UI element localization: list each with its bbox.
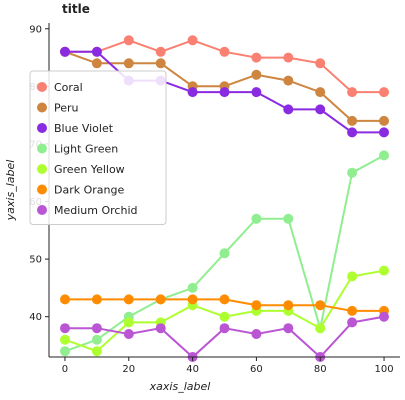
x-tick-label: 60	[250, 364, 263, 375]
series-medium-orchid	[60, 311, 389, 362]
point-peru-30	[155, 58, 166, 69]
legend-box	[29, 70, 167, 225]
legend-swatch-peru	[37, 102, 47, 113]
point-blue-violet-100	[379, 127, 389, 138]
x-axis-title: xaxis_label	[149, 380, 211, 393]
point-dark-orange-30	[155, 294, 166, 305]
point-coral-70	[283, 52, 294, 63]
legend-swatch-light-green	[37, 143, 47, 154]
chart-title: title	[62, 2, 90, 16]
point-dark-orange-70	[283, 300, 294, 311]
point-medium-orchid-90	[347, 317, 358, 328]
series-dark-orange	[60, 294, 389, 316]
point-medium-orchid-100	[379, 311, 389, 322]
point-dark-orange-40	[187, 294, 198, 305]
point-blue-violet-0	[60, 46, 70, 57]
point-coral-90	[347, 87, 358, 98]
legend-label-green-yellow: Green Yellow	[54, 163, 125, 176]
point-coral-50	[219, 46, 230, 57]
point-peru-100	[379, 115, 389, 126]
legend-label-dark-orange: Dark Orange	[54, 184, 124, 197]
point-medium-orchid-10	[91, 323, 102, 334]
point-peru-80	[315, 87, 326, 98]
x-tick-label: 40	[186, 364, 199, 375]
point-dark-orange-90	[347, 305, 358, 316]
legend-label-light-green: Light Green	[54, 143, 118, 156]
point-peru-90	[347, 115, 358, 126]
point-green-yellow-100	[379, 265, 389, 276]
y-tick-label: 50	[29, 255, 42, 266]
legend-label-peru: Peru	[54, 102, 79, 115]
legend-swatch-coral	[37, 82, 47, 92]
legend-label-coral: Coral	[54, 81, 83, 94]
point-green-yellow-50	[219, 311, 230, 322]
point-dark-orange-50	[219, 294, 230, 305]
point-dark-orange-80	[315, 300, 326, 311]
point-peru-70	[283, 75, 294, 86]
legend-swatch-blue-violet	[37, 123, 47, 133]
point-peru-10	[91, 58, 102, 69]
point-green-yellow-90	[347, 271, 358, 282]
point-medium-orchid-70	[283, 323, 294, 334]
point-coral-100	[379, 87, 389, 98]
point-light-green-90	[347, 167, 358, 178]
point-green-yellow-80	[315, 323, 326, 334]
point-coral-20	[123, 35, 134, 46]
point-dark-orange-60	[251, 300, 262, 311]
x-tick-label: 100	[374, 364, 393, 375]
point-blue-violet-40	[187, 87, 198, 98]
point-light-green-10	[91, 334, 102, 345]
point-blue-violet-50	[219, 87, 230, 98]
y-tick-label: 40	[29, 312, 42, 323]
point-light-green-100	[379, 150, 389, 161]
y-axis-title: yaxis_label	[4, 160, 17, 222]
point-blue-violet-10	[91, 46, 102, 57]
legend-swatch-green-yellow	[37, 164, 47, 174]
point-dark-orange-10	[91, 294, 102, 305]
legend: Coral Peru Blue Violet Light Green Green Yel…	[29, 70, 167, 225]
point-medium-orchid-50	[219, 323, 230, 334]
series-coral	[60, 35, 389, 98]
legend-swatch-dark-orange	[37, 184, 47, 195]
point-peru-20	[123, 58, 134, 69]
point-coral-80	[315, 58, 326, 69]
point-coral-60	[251, 52, 262, 63]
point-green-yellow-20	[123, 317, 134, 328]
point-blue-violet-60	[251, 87, 262, 98]
point-blue-violet-80	[315, 104, 326, 115]
point-coral-40	[187, 35, 198, 46]
point-light-green-60	[251, 213, 262, 224]
y-tick-label: 90	[29, 24, 42, 35]
x-tick-label: 0	[62, 364, 68, 375]
legend-label-medium-orchid: Medium Orchid	[54, 204, 137, 217]
point-light-green-0	[60, 346, 70, 357]
legend-label-blue-violet: Blue Violet	[54, 122, 114, 135]
point-medium-orchid-60	[251, 329, 262, 339]
point-light-green-50	[219, 248, 230, 259]
point-medium-orchid-0	[60, 323, 70, 334]
point-light-green-70	[283, 213, 294, 224]
point-light-green-40	[187, 282, 198, 293]
point-medium-orchid-30	[155, 323, 166, 334]
point-green-yellow-0	[60, 334, 70, 345]
point-blue-violet-90	[347, 127, 358, 138]
x-tick-label: 20	[122, 364, 135, 375]
x-tick-label: 80	[314, 364, 327, 375]
point-peru-60	[251, 69, 262, 80]
point-green-yellow-10	[91, 346, 102, 357]
legend-swatch-medium-orchid	[37, 205, 47, 215]
point-medium-orchid-20	[123, 329, 134, 339]
point-dark-orange-20	[123, 294, 134, 305]
point-dark-orange-0	[60, 294, 70, 305]
point-blue-violet-70	[283, 104, 294, 115]
point-coral-30	[155, 46, 166, 57]
